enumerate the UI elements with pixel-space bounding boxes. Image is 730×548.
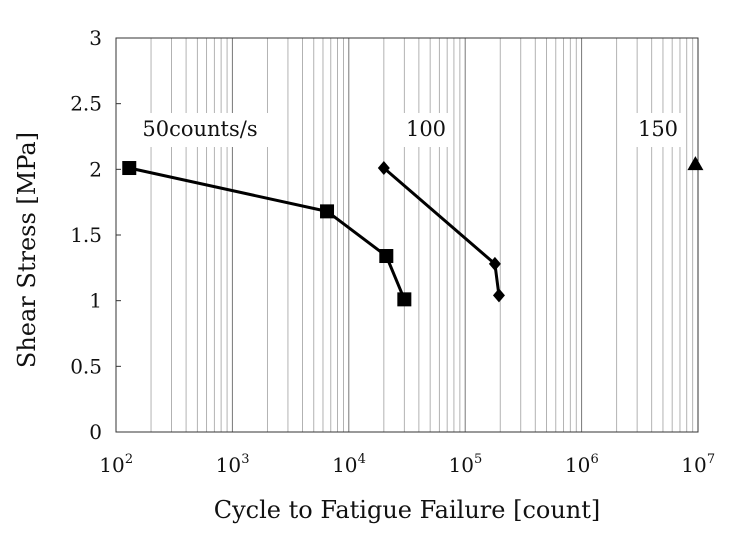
data-series xyxy=(122,156,704,307)
square-marker xyxy=(122,161,137,176)
y-tick-label: 3 xyxy=(89,26,102,50)
series-line xyxy=(128,166,406,300)
plot-background xyxy=(116,38,698,432)
triangle-marker xyxy=(687,156,704,171)
annotation-background xyxy=(401,113,451,147)
x-tick-exponent: 7 xyxy=(707,452,715,467)
x-tick-exponent: 5 xyxy=(474,452,482,467)
x-tick-label: 10 xyxy=(332,453,357,477)
x-tick-label: 10 xyxy=(681,453,706,477)
y-tick-label: 1 xyxy=(89,289,102,313)
series-annotation-label: 100 xyxy=(406,117,446,141)
x-tick-label: 10 xyxy=(216,453,241,477)
annotation-background xyxy=(131,113,269,147)
diamond-marker xyxy=(488,256,501,271)
y-tick-label: 0.5 xyxy=(70,354,102,378)
x-tick-exponent: 4 xyxy=(358,452,366,467)
series-annotation-label: 150 xyxy=(638,117,678,141)
x-axis-title: Cycle to Fatigue Failure [count] xyxy=(214,496,601,524)
series-annotation-label: 50counts/s xyxy=(142,117,257,141)
x-gridlines xyxy=(150,38,694,432)
x-tick-exponent: 6 xyxy=(590,452,598,467)
x-tick-label: 10 xyxy=(565,453,590,477)
square-marker xyxy=(320,204,335,219)
y-tick-label: 1.5 xyxy=(70,223,102,247)
x-tick-exponent: 2 xyxy=(125,452,133,467)
y-tick-label: 2 xyxy=(89,157,102,181)
y-axis-ticks: 0 0.5 1 1.5 2 2.5 3 xyxy=(70,26,121,444)
diamond-marker xyxy=(492,288,505,303)
series-annotations: 50counts/s 100 150 xyxy=(131,113,683,147)
y-tick-label: 0 xyxy=(89,420,102,444)
square-marker xyxy=(397,292,412,307)
y-tick-label: 2.5 xyxy=(70,92,102,116)
x-tick-label: 10 xyxy=(99,453,124,477)
annotation-background xyxy=(633,113,683,147)
diamond-marker xyxy=(377,161,390,176)
x-tick-exponent: 3 xyxy=(241,452,249,467)
square-marker xyxy=(379,249,394,264)
x-tick-label: 10 xyxy=(448,453,473,477)
x-axis-ticks: 10 2 10 3 10 4 10 5 10 6 10 7 xyxy=(99,452,715,477)
y-axis-title: Shear Stress [MPa] xyxy=(13,132,41,368)
